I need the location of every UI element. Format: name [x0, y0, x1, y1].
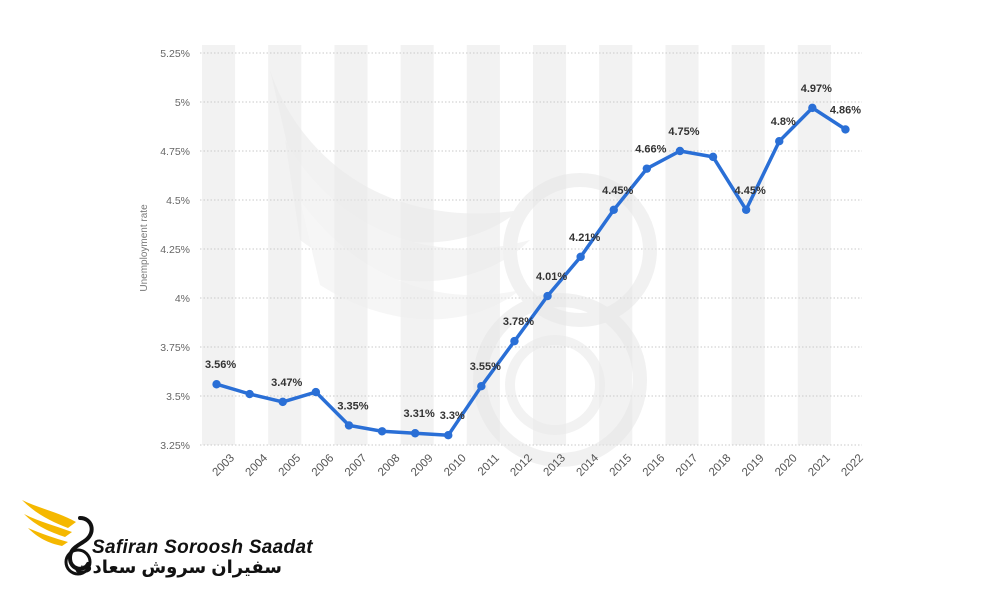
data-point — [278, 397, 287, 407]
data-point — [410, 429, 420, 438]
x-tick-label: 2018 — [707, 452, 734, 479]
data-label: 3.3% — [440, 410, 465, 422]
data-points — [212, 103, 850, 440]
data-point — [212, 380, 221, 389]
column-band — [599, 45, 633, 445]
x-tick-label: 2016 — [641, 452, 668, 479]
y-tick-label: 5% — [175, 97, 190, 109]
company-logo — [18, 492, 298, 582]
data-point — [344, 421, 354, 430]
data-label: 4.75% — [668, 126, 699, 138]
y-tick-label: 4.25% — [160, 244, 190, 256]
data-point — [311, 387, 321, 397]
column-band — [202, 45, 236, 445]
x-tick-label: 2007 — [343, 452, 370, 479]
data-label: 3.55% — [470, 361, 501, 373]
data-point — [477, 382, 486, 391]
data-point — [708, 152, 718, 162]
data-point — [642, 164, 652, 173]
data-point — [576, 252, 585, 262]
column-band — [665, 45, 699, 445]
data-label: 4.45% — [602, 185, 633, 197]
x-tick-label: 2019 — [740, 452, 767, 479]
data-point — [808, 103, 817, 113]
data-label: 3.78% — [503, 316, 534, 328]
y-tick-label: 3.75% — [160, 342, 190, 354]
data-point — [841, 125, 850, 134]
x-tick-label: 2006 — [310, 452, 337, 479]
brand-name-persian: سفیران سروش سعادت — [74, 557, 282, 577]
data-point — [444, 431, 453, 440]
data-label: 3.47% — [271, 377, 302, 389]
data-point — [775, 137, 784, 146]
data-label: 3.31% — [404, 408, 435, 420]
x-tick-label: 2021 — [806, 452, 833, 479]
data-label: 3.56% — [205, 359, 236, 371]
x-tick-label: 2010 — [442, 452, 469, 479]
brand-name-english: Safiran Soroosh Saadat — [92, 537, 313, 558]
y-axis-tick-labels: 3.25% 3.5% 3.75% 4% 4.25% 4.5% 4.75% 5% 5.25% — [160, 48, 190, 452]
x-tick-label: 2005 — [277, 452, 304, 479]
data-point — [609, 205, 618, 214]
x-tick-label: 2008 — [376, 452, 403, 479]
y-tick-label: 3.25% — [160, 440, 190, 452]
data-label: 4.21% — [569, 232, 600, 244]
y-tick-label: 4.5% — [166, 195, 190, 207]
x-tick-label: 2015 — [608, 452, 635, 479]
x-tick-label: 2017 — [674, 452, 701, 479]
data-label: 4.8% — [771, 116, 796, 128]
series-line — [214, 106, 848, 437]
data-point — [741, 205, 751, 214]
x-tick-label: 2020 — [773, 452, 800, 479]
data-label: 3.35% — [337, 400, 368, 412]
x-tick-label: 2003 — [210, 452, 237, 479]
x-tick-label: 2022 — [839, 452, 866, 479]
y-axis-label: Unemployment rate — [139, 204, 150, 292]
data-point — [675, 146, 685, 156]
data-label: 4.01% — [536, 271, 567, 283]
column-band — [797, 45, 831, 445]
data-point — [510, 336, 519, 346]
data-labels: 3.56% 3.47% 3.35% 3.31% 3.3% 3.55% 3.78% 4.01% 4… — [205, 83, 861, 422]
y-tick-label: 3.5% — [166, 391, 190, 403]
y-tick-label: 4.75% — [160, 146, 190, 158]
column-band — [533, 45, 567, 445]
logo-bird-icon — [22, 500, 94, 576]
data-point — [245, 389, 254, 399]
column-band — [731, 45, 765, 445]
data-label: 4.66% — [635, 144, 666, 156]
x-tick-label: 2011 — [476, 452, 502, 478]
y-tick-label: 4% — [175, 293, 190, 305]
data-label: 4.86% — [830, 104, 861, 116]
data-label: 4.45% — [735, 185, 766, 197]
data-label: 4.97% — [801, 83, 832, 95]
x-tick-label: 2004 — [244, 452, 271, 479]
x-tick-label: 2009 — [409, 452, 436, 479]
y-tick-label: 5.25% — [160, 48, 190, 60]
data-point — [543, 291, 552, 301]
data-point — [377, 427, 387, 436]
bird-watermark — [270, 70, 657, 467]
